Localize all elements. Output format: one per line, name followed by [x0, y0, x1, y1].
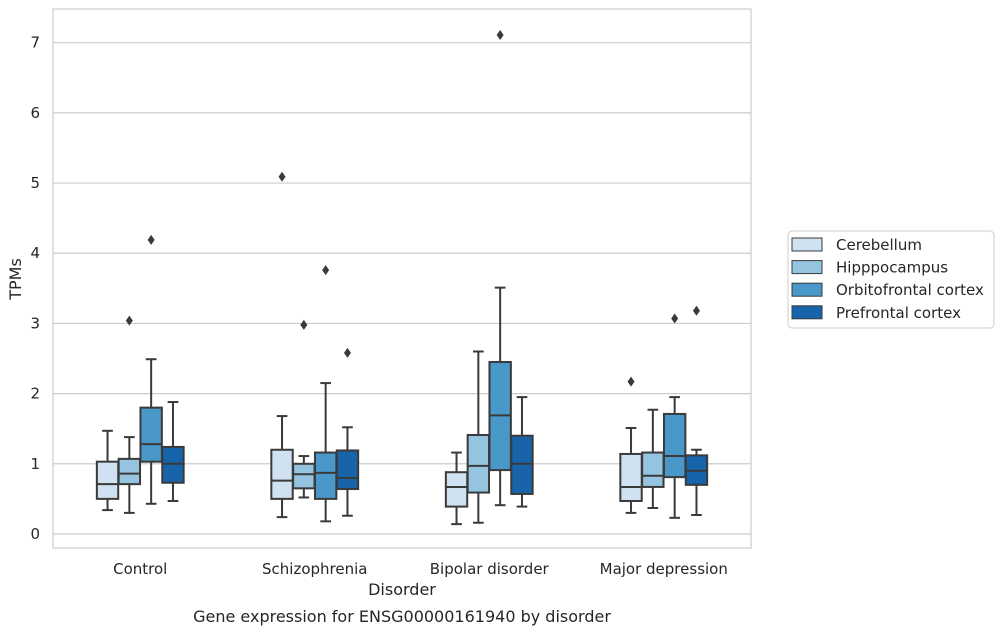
- legend-swatch-prefrontal-cortex: [791, 305, 823, 320]
- outlier-point: [692, 305, 700, 316]
- box-control-prefrontal-cortex: [161, 401, 185, 502]
- outlier-point: [671, 313, 679, 324]
- y-tick-label-0: 0: [30, 525, 40, 543]
- box-body: [161, 445, 185, 484]
- y-tick-labels: 0 1 2 3 4 5 6 7: [30, 34, 40, 543]
- box-body: [313, 451, 338, 500]
- outlier-point: [322, 265, 330, 276]
- legend-swatch-hipppocampus: [791, 260, 823, 275]
- box-plots: [95, 29, 709, 526]
- box-control-hipppocampus: [117, 315, 142, 514]
- plot-area: [52, 8, 752, 549]
- legend-label-prefrontal-cortex: Prefrontal cortex: [836, 304, 961, 322]
- outlier-point: [125, 315, 133, 326]
- box-body: [292, 462, 316, 490]
- y-axis-title: TPMs: [6, 258, 25, 301]
- outlier-point: [496, 29, 504, 40]
- x-tick-label: Major depression: [600, 560, 728, 578]
- x-tick-label: Control: [113, 560, 167, 578]
- outlier-point: [627, 376, 635, 387]
- legend-label-orbitofrontal-cortex: Orbitofrontal cortex: [836, 281, 984, 299]
- x-tick-label: Bipolar disorder: [430, 560, 550, 578]
- legend-label-hipppocampus: Hipppocampus: [836, 259, 948, 277]
- legend: Cerebellum Hipppocampus Orbitofrontal cort…: [787, 230, 995, 329]
- y-tick-label-5: 5: [30, 174, 40, 192]
- box-body: [139, 406, 163, 463]
- box-body: [335, 449, 360, 491]
- y-tick-label-2: 2: [30, 385, 40, 403]
- box-body: [95, 460, 120, 500]
- box-bipolar-disorder-prefrontal-cortex: [510, 396, 534, 508]
- box-major-depression-cerebellum: [619, 376, 643, 514]
- outlier-point: [147, 234, 155, 245]
- box-major-depression-orbitofrontal-cortex: [662, 313, 687, 519]
- box-body: [510, 434, 534, 495]
- x-axis-title: Disorder: [368, 580, 436, 599]
- y-tick-label-3: 3: [30, 314, 40, 332]
- box-major-depression-hipppocampus: [641, 408, 665, 509]
- box-bipolar-disorder-hipppocampus: [466, 350, 491, 524]
- box-body: [270, 448, 294, 500]
- legend-label-cerebellum: Cerebellum: [836, 236, 922, 254]
- legend-swatch-cerebellum: [791, 237, 823, 252]
- box-major-depression-prefrontal-cortex: [684, 305, 709, 517]
- box-control-orbitofrontal-cortex: [139, 234, 163, 505]
- box-body: [641, 451, 665, 488]
- box-body: [117, 457, 142, 486]
- box-schizophrenia-hipppocampus: [292, 319, 316, 499]
- y-tick-label-4: 4: [30, 244, 40, 262]
- box-schizophrenia-prefrontal-cortex: [335, 347, 360, 517]
- y-tick-label-7: 7: [30, 34, 40, 52]
- outlier-point: [300, 319, 308, 330]
- box-bipolar-disorder-cerebellum: [444, 451, 469, 526]
- box-body: [444, 471, 469, 508]
- legend-frame: [787, 230, 995, 329]
- x-tick-label: Schizophrenia: [262, 560, 367, 578]
- chart-caption: Gene expression for ENSG00000161940 by d…: [193, 607, 611, 626]
- box-body: [466, 434, 491, 494]
- x-tick-labels: Control Schizophrenia Bipolar disorder Majo…: [113, 560, 728, 578]
- y-tick-label-6: 6: [30, 104, 40, 122]
- box-schizophrenia-cerebellum: [270, 171, 294, 519]
- y-tick-label-1: 1: [30, 455, 40, 473]
- box-body: [662, 412, 687, 479]
- box-control-cerebellum: [95, 429, 120, 512]
- outlier-point: [343, 347, 351, 358]
- outlier-point: [278, 171, 286, 182]
- legend-swatch-orbitofrontal-cortex: [791, 282, 823, 297]
- box-bipolar-disorder-orbitofrontal-cortex: [488, 29, 512, 507]
- box-body: [619, 452, 643, 502]
